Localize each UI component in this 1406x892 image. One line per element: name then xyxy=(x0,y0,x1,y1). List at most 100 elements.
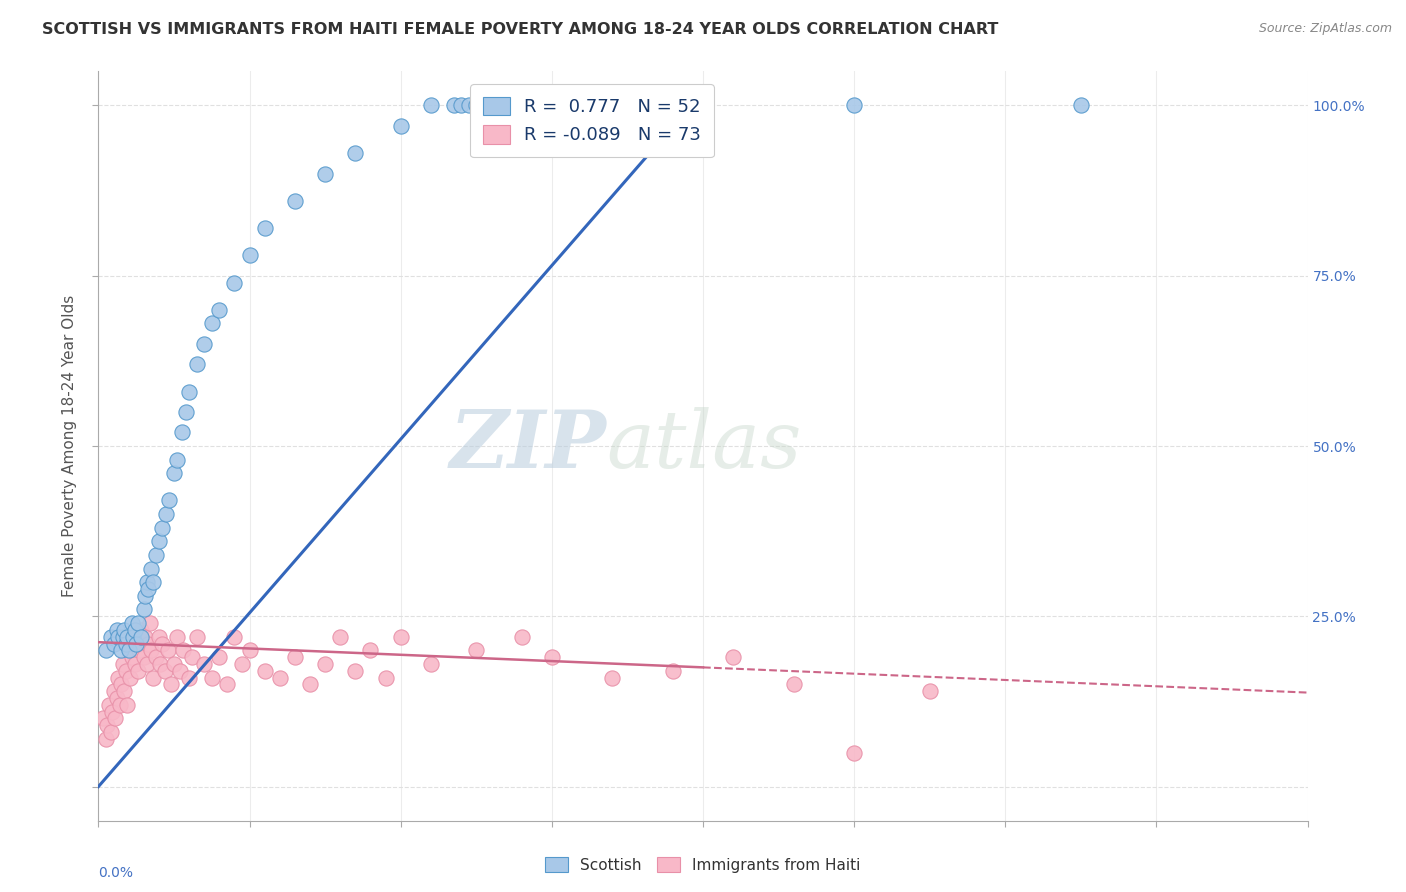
Point xyxy=(723,650,745,665)
Point xyxy=(121,616,143,631)
Point xyxy=(145,650,167,665)
Point xyxy=(127,616,149,631)
Point xyxy=(159,493,181,508)
Point xyxy=(465,98,488,112)
Point xyxy=(111,630,134,644)
Point xyxy=(166,630,188,644)
Point xyxy=(96,718,118,732)
Point xyxy=(121,650,143,665)
Point xyxy=(647,98,669,112)
Point xyxy=(104,711,127,725)
Point xyxy=(148,534,170,549)
Point xyxy=(208,650,231,665)
Point xyxy=(269,671,291,685)
Point xyxy=(457,98,479,112)
Point xyxy=(103,636,125,650)
Point xyxy=(107,671,129,685)
Point xyxy=(420,98,443,112)
Point xyxy=(100,630,122,644)
Legend: Scottish, Immigrants from Haiti: Scottish, Immigrants from Haiti xyxy=(537,849,869,880)
Point xyxy=(450,98,472,112)
Point xyxy=(125,636,148,650)
Point xyxy=(443,98,465,112)
Point xyxy=(344,146,367,161)
Point xyxy=(91,711,114,725)
Point xyxy=(125,636,148,650)
Point xyxy=(112,684,135,698)
Text: SCOTTISH VS IMMIGRANTS FROM HAITI FEMALE POVERTY AMONG 18-24 YEAR OLDS CORRELATI: SCOTTISH VS IMMIGRANTS FROM HAITI FEMALE… xyxy=(42,22,998,37)
Point xyxy=(127,664,149,678)
Point xyxy=(118,643,141,657)
Point xyxy=(94,731,117,746)
Point xyxy=(844,98,866,112)
Point xyxy=(153,664,176,678)
Point xyxy=(94,643,117,657)
Point xyxy=(299,677,322,691)
Point xyxy=(163,467,186,481)
Point xyxy=(186,630,208,644)
Point xyxy=(253,664,276,678)
Point xyxy=(661,664,683,678)
Point xyxy=(128,643,150,657)
Point xyxy=(344,664,367,678)
Point xyxy=(179,384,201,399)
Point xyxy=(540,650,562,665)
Point xyxy=(169,664,191,678)
Text: Source: ZipAtlas.com: Source: ZipAtlas.com xyxy=(1258,22,1392,36)
Point xyxy=(124,623,146,637)
Point xyxy=(150,636,173,650)
Point xyxy=(374,671,396,685)
Point xyxy=(160,677,183,691)
Point xyxy=(201,317,224,331)
Point xyxy=(1070,98,1092,112)
Point xyxy=(122,630,145,644)
Point xyxy=(122,630,145,644)
Point xyxy=(284,650,307,665)
Point xyxy=(179,671,201,685)
Point xyxy=(602,671,624,685)
Point xyxy=(224,276,246,290)
Point xyxy=(329,630,352,644)
Point xyxy=(231,657,253,671)
Point xyxy=(105,691,128,706)
Point xyxy=(141,643,163,657)
Point xyxy=(110,643,132,657)
Point xyxy=(918,684,941,698)
Point xyxy=(174,405,197,419)
Point xyxy=(510,630,533,644)
Point xyxy=(107,630,129,644)
Point xyxy=(239,643,262,657)
Point xyxy=(136,582,159,596)
Text: atlas: atlas xyxy=(606,408,801,484)
Point xyxy=(142,575,165,590)
Point xyxy=(314,657,336,671)
Point xyxy=(115,698,138,712)
Point xyxy=(111,657,134,671)
Point xyxy=(420,657,443,671)
Point xyxy=(110,677,132,691)
Point xyxy=(389,119,412,133)
Point xyxy=(239,248,262,262)
Point xyxy=(120,671,142,685)
Point xyxy=(181,650,204,665)
Point xyxy=(108,698,131,712)
Point xyxy=(134,589,156,603)
Point xyxy=(172,643,194,657)
Point xyxy=(284,194,307,208)
Point xyxy=(201,671,224,685)
Point xyxy=(101,705,124,719)
Point xyxy=(100,725,122,739)
Point xyxy=(112,623,135,637)
Point xyxy=(314,167,336,181)
Point xyxy=(142,671,165,685)
Text: ZIP: ZIP xyxy=(450,408,606,484)
Point xyxy=(155,507,177,521)
Point xyxy=(156,643,179,657)
Point xyxy=(224,630,246,644)
Point xyxy=(118,643,141,657)
Point xyxy=(844,746,866,760)
Point xyxy=(141,561,163,575)
Point xyxy=(215,677,238,691)
Point xyxy=(115,630,138,644)
Point xyxy=(105,623,128,637)
